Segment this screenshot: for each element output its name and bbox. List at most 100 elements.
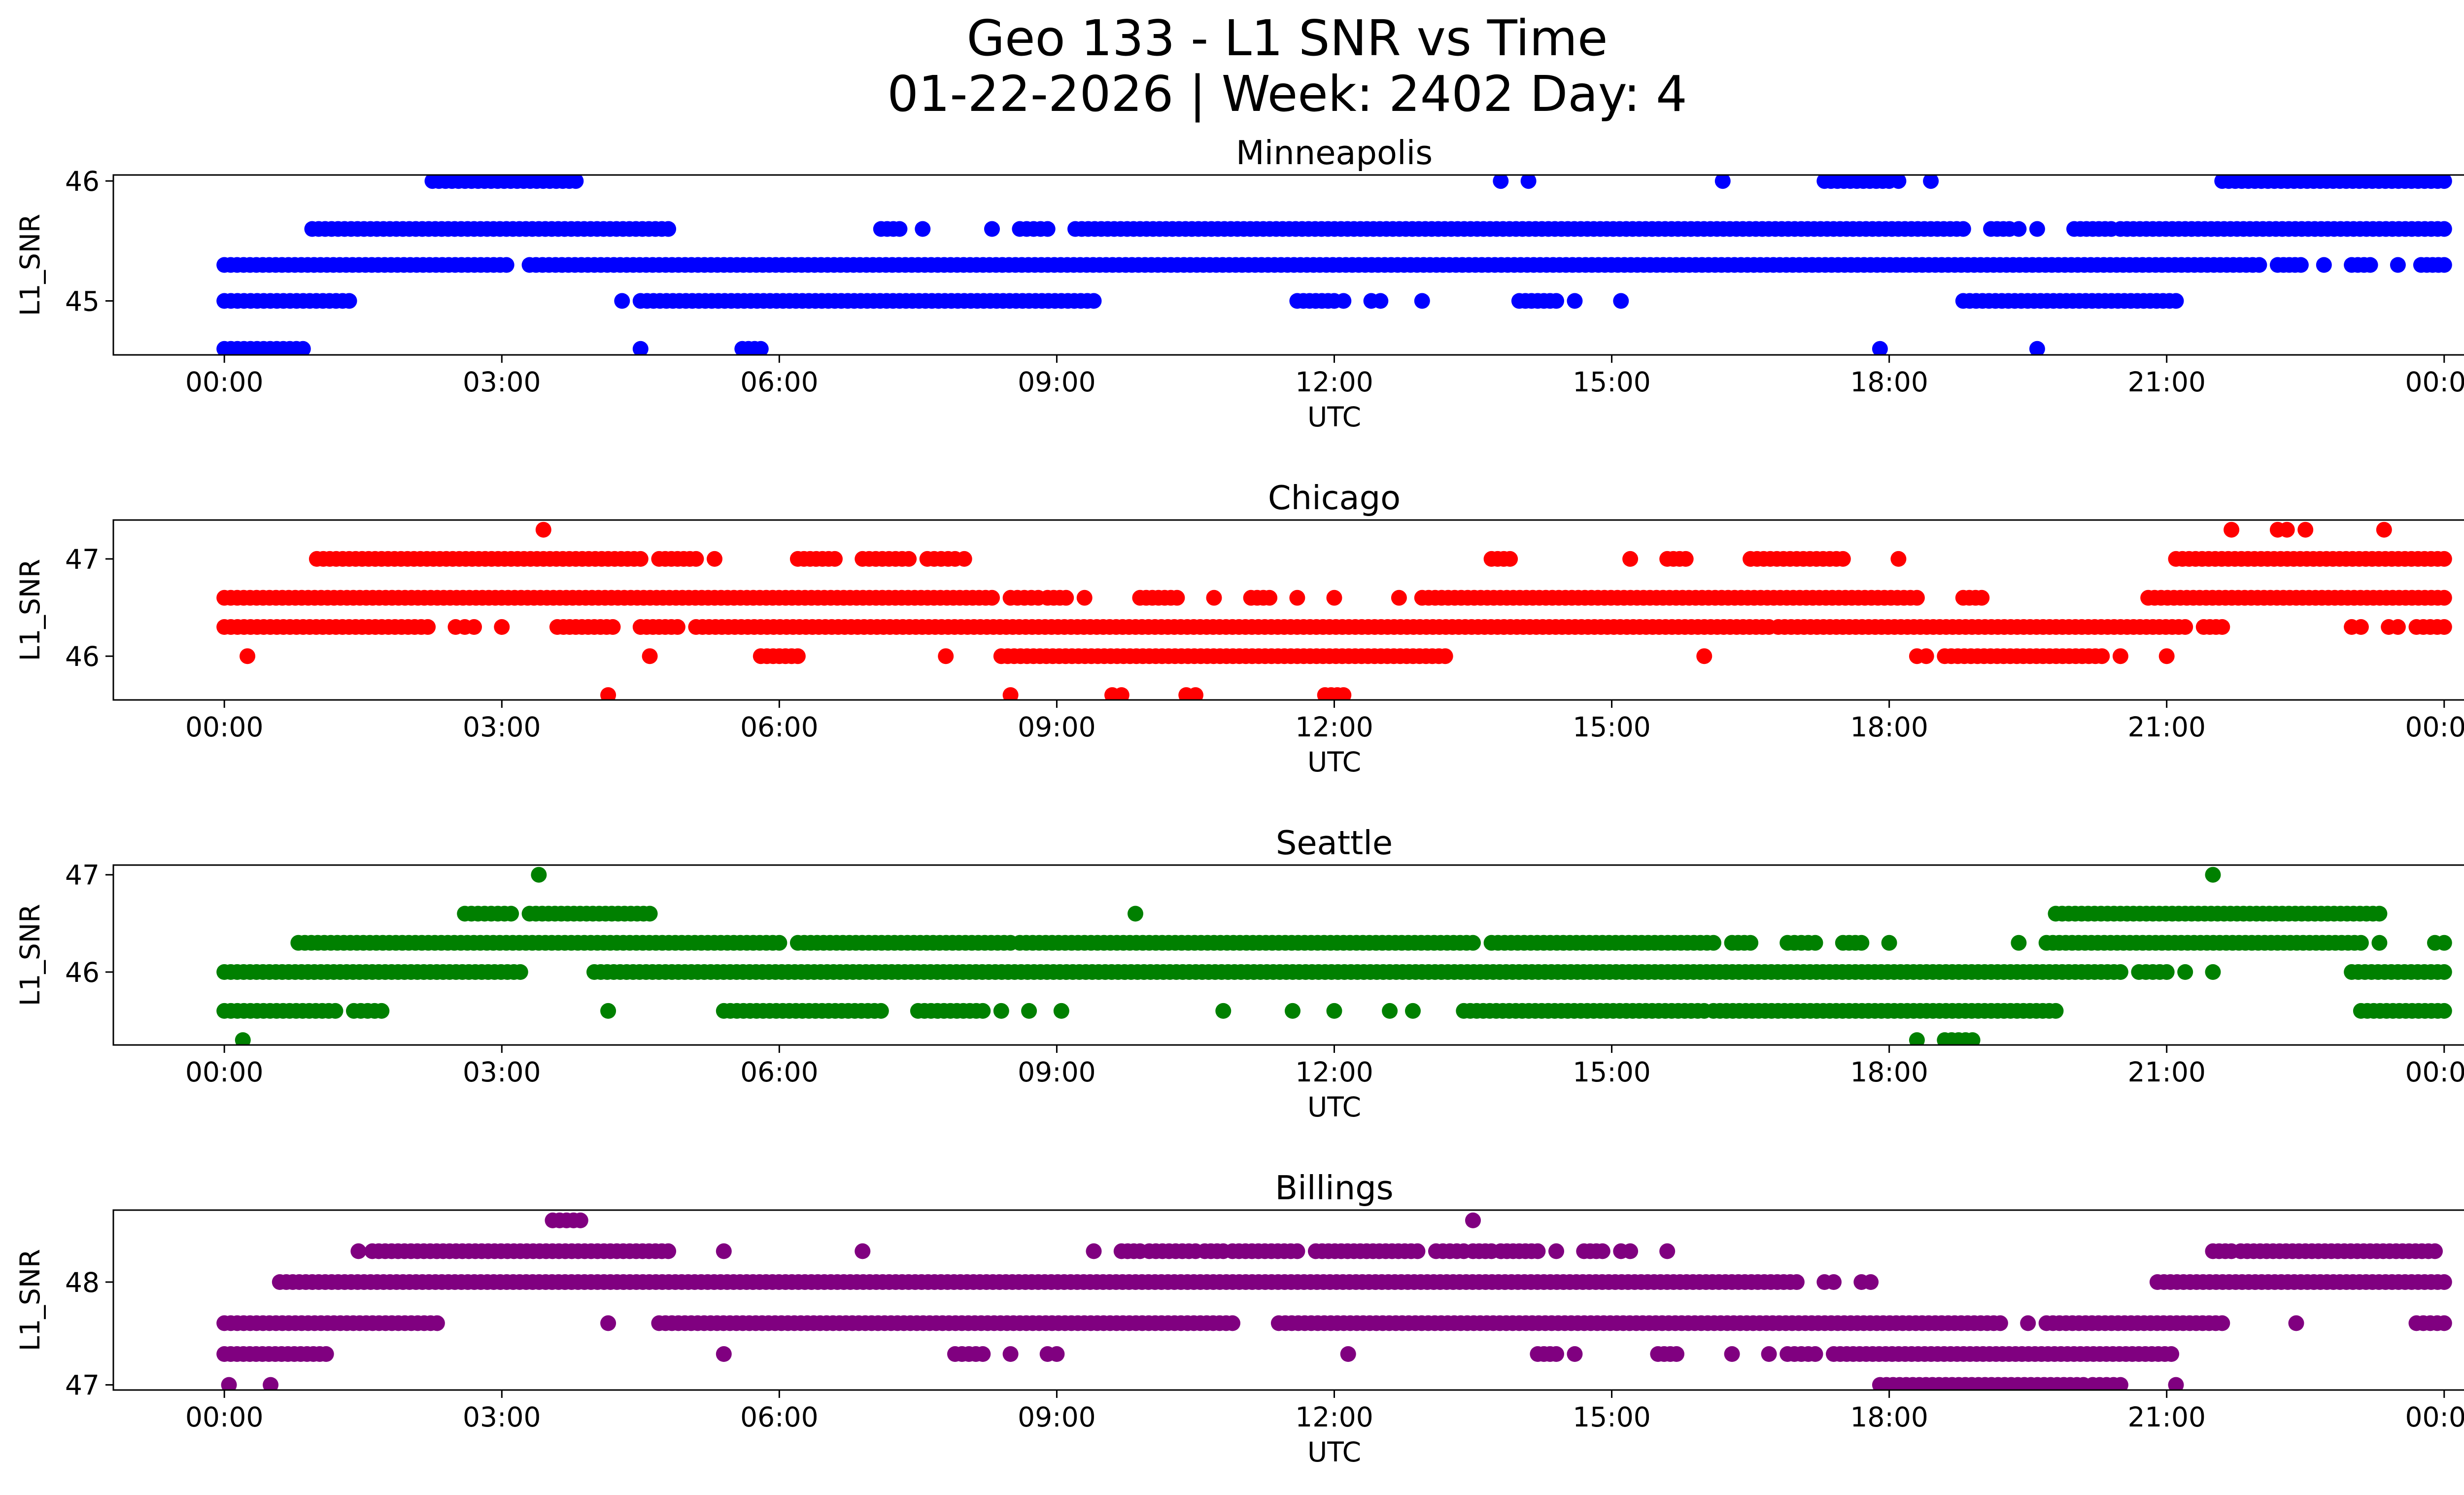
- data-point: [1567, 293, 1583, 309]
- data-point: [915, 221, 931, 237]
- data-point: [1724, 1346, 1740, 1362]
- data-point: [855, 1243, 871, 1259]
- data-point: [1206, 590, 1222, 606]
- data-point: [221, 1377, 237, 1390]
- data-point: [512, 964, 528, 980]
- data-point: [2205, 964, 2221, 980]
- data-point: [1807, 935, 1823, 951]
- data-point: [1225, 1315, 1240, 1331]
- data-point: [1002, 687, 1019, 700]
- y-tick-label: 48: [65, 1267, 100, 1298]
- data-point: [1409, 1243, 1426, 1259]
- data-point: [535, 522, 551, 538]
- data-point: [2436, 257, 2452, 273]
- data-point: [2205, 867, 2221, 883]
- y-axis-label: L1_SNR: [14, 1249, 46, 1351]
- data-point: [1086, 293, 1102, 309]
- data-point: [984, 590, 1000, 606]
- data-point: [688, 551, 704, 567]
- data-point: [2214, 1315, 2230, 1331]
- data-point: [2011, 221, 2027, 237]
- data-point: [827, 551, 843, 567]
- x-tick-label: 12:00: [1295, 366, 1373, 398]
- data-point: [1128, 905, 1143, 922]
- x-tick-label: 06:00: [740, 1401, 819, 1433]
- data-point: [1372, 293, 1389, 309]
- data-point: [1465, 935, 1481, 951]
- data-point: [1039, 221, 1056, 237]
- y-tick-label: 47: [65, 860, 100, 891]
- data-point: [1169, 590, 1185, 606]
- data-point: [2371, 935, 2388, 951]
- data-point: [1391, 590, 1407, 606]
- data-point: [1696, 648, 1712, 664]
- data-point: [374, 1003, 390, 1019]
- data-point: [642, 648, 658, 664]
- data-point: [984, 221, 1000, 237]
- data-point: [1909, 590, 1925, 606]
- panels: Minneapolis 00:00 03:00 06:00 09:00 12:00 15:0…: [14, 134, 2464, 1468]
- data-point: [1872, 341, 1888, 355]
- data-point: [1826, 1274, 1842, 1290]
- x-tick-label: 18:00: [1850, 1401, 1928, 1433]
- data-point: [1788, 1274, 1805, 1290]
- x-axis-label: UTC: [1307, 746, 1361, 778]
- data-point: [327, 1003, 343, 1019]
- data-point: [600, 1003, 616, 1019]
- data-point: [1881, 935, 1897, 951]
- panel-chicago: Chicago 00:00 03:00 06:00 09:00 12:00 15:00 18:…: [14, 479, 2464, 778]
- data-point: [2390, 619, 2406, 635]
- data-point: [614, 293, 630, 309]
- data-point: [2112, 964, 2128, 980]
- data-point: [1548, 293, 1564, 309]
- data-point: [1863, 1274, 1879, 1290]
- data-point: [2436, 1315, 2452, 1331]
- x-tick-label: 00:00: [185, 1401, 264, 1433]
- data-point: [642, 905, 658, 922]
- data-point: [1002, 1346, 1019, 1362]
- y-axis-label: L1_SNR: [14, 904, 46, 1006]
- data-point: [2029, 221, 2045, 237]
- data-point: [235, 1032, 251, 1045]
- panel-minneapolis: Minneapolis 00:00 03:00 06:00 09:00 12:00 15:0…: [14, 134, 2464, 433]
- data-point: [1188, 687, 1203, 700]
- data-point: [2214, 619, 2230, 635]
- data-point: [771, 935, 787, 951]
- data-point: [1955, 221, 1971, 237]
- data-point: [318, 1346, 334, 1362]
- data-point: [2224, 522, 2240, 538]
- chart-title: Geo 133 - L1 SNR vs Time: [967, 9, 1608, 67]
- data-point: [1285, 1003, 1300, 1019]
- data-point: [1594, 1243, 1610, 1259]
- data-point: [2436, 551, 2452, 567]
- y-tick-label: 45: [65, 286, 100, 317]
- panel-billings: Billings 00:00 03:00 06:00 09:00 12:00 15:00 18…: [14, 1169, 2464, 1468]
- data-point: [1853, 935, 1870, 951]
- data-point: [1262, 590, 1278, 606]
- data-point: [1493, 175, 1509, 189]
- data-point: [1049, 1346, 1065, 1362]
- data-point: [2436, 935, 2452, 951]
- data-point: [707, 551, 722, 567]
- data-point: [1659, 1243, 1676, 1259]
- data-point: [2029, 341, 2045, 355]
- panel-seattle: Seattle 00:00 03:00 06:00 09:00 12:00 15:00 18:…: [14, 824, 2464, 1123]
- x-tick-label: 15:00: [1573, 711, 1651, 743]
- data-point: [1974, 590, 1990, 606]
- x-tick-label: 06:00: [740, 711, 819, 743]
- axes-frame: [112, 864, 2464, 1046]
- data-point: [2353, 619, 2369, 635]
- data-point: [1382, 1003, 1398, 1019]
- x-tick-label: 21:00: [2127, 711, 2206, 743]
- data-point: [600, 1315, 616, 1331]
- y-tick-label: 46: [65, 957, 100, 988]
- y-tick-label: 47: [65, 1370, 100, 1401]
- x-tick-label: 09:00: [1018, 1401, 1096, 1433]
- data-point: [568, 175, 584, 189]
- data-point: [572, 1212, 588, 1228]
- data-point: [2427, 1243, 2443, 1259]
- x-axis-label: UTC: [1307, 401, 1361, 433]
- data-point: [2436, 619, 2452, 635]
- data-point: [2020, 1315, 2036, 1331]
